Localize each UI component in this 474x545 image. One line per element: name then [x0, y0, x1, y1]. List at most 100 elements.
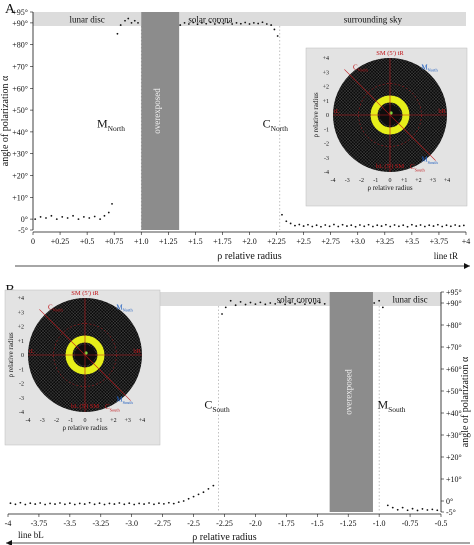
- annotation-m-south-sub: South: [388, 405, 406, 414]
- data-point: [39, 216, 42, 218]
- x-tick-label: -3.25: [92, 519, 109, 528]
- hatch-line: [404, 58, 447, 172]
- inset-top-label: SM (5') tR: [71, 290, 99, 297]
- direction-label: line bL: [18, 530, 44, 540]
- data-point: [226, 21, 229, 24]
- data-point: [50, 214, 53, 217]
- y-tick-label: +90°: [446, 299, 462, 308]
- data-point: [259, 301, 262, 304]
- inset-y-tick: -1: [19, 367, 24, 373]
- hatch-line: [28, 298, 77, 412]
- arrow-head: [464, 263, 470, 269]
- direction-label: line tR: [434, 251, 458, 261]
- data-point: [401, 506, 404, 509]
- data-point: [299, 301, 301, 304]
- x-axis-title: ρ relative radius: [217, 251, 282, 262]
- data-point: [172, 502, 175, 505]
- data-point: [103, 503, 106, 506]
- data-point: [44, 503, 47, 506]
- data-point: [289, 302, 291, 304]
- inset-right-label: bR: [133, 348, 141, 355]
- data-point: [406, 509, 409, 512]
- data-point: [419, 224, 422, 226]
- inset-y-tick: +4: [323, 56, 329, 62]
- data-point: [328, 225, 331, 228]
- data-point: [462, 224, 465, 227]
- hatch-line: [28, 298, 83, 412]
- data-point: [78, 502, 81, 505]
- data-point: [441, 225, 444, 228]
- x-axis-title: ρ relative radius: [192, 532, 257, 543]
- inset-south: -4 -3 -2 -1 0 +1 +2 +3 +4 -4 -3 -2 -1 0 +1 +2 +3 +4 ρ rela…: [4, 289, 161, 446]
- inset-label-c-north: CNorth: [48, 303, 64, 312]
- hatch-line: [105, 298, 142, 412]
- data-point: [239, 301, 242, 303]
- data-point: [93, 503, 96, 506]
- panel-label: A: [5, 2, 16, 17]
- inset-y-tick: -2: [19, 382, 24, 388]
- inset-label-c-south-sub: South: [415, 167, 426, 172]
- inset-label-c-north-sub: North: [53, 308, 64, 313]
- data-point: [153, 503, 155, 506]
- data-point: [24, 503, 27, 506]
- hatch-line: [410, 58, 447, 172]
- data-point: [372, 225, 374, 228]
- data-point: [107, 211, 110, 214]
- data-point: [72, 214, 74, 217]
- data-point: [346, 225, 348, 227]
- data-point: [14, 503, 17, 506]
- data-point: [337, 225, 340, 228]
- y-tick-label: +20°: [446, 453, 462, 462]
- data-point: [264, 303, 267, 306]
- data-point: [239, 22, 242, 25]
- y-tick-label: +80°: [446, 321, 462, 330]
- data-point: [98, 502, 101, 505]
- inset-bottom-label: bL (5') SM: [71, 403, 100, 410]
- data-point: [302, 225, 305, 227]
- data-point: [298, 223, 301, 226]
- data-point: [66, 217, 69, 219]
- data-point: [88, 217, 91, 219]
- data-point: [367, 223, 370, 226]
- data-point: [416, 509, 419, 512]
- data-point: [143, 503, 145, 505]
- hatch-line: [333, 58, 382, 172]
- overexposed-band: [329, 292, 373, 512]
- inset-label-m-north-main: M: [116, 303, 123, 311]
- x-tick-label: +2.25: [267, 237, 286, 246]
- data-point: [454, 224, 457, 226]
- inset-y-tick: 0: [21, 353, 24, 359]
- data-point: [179, 24, 182, 26]
- hatch-line: [407, 58, 447, 172]
- hatch-line: [102, 298, 142, 412]
- y-tick-label: +30°: [446, 431, 462, 440]
- annotation-m-south: MSouth: [378, 398, 406, 415]
- inset-x-tick: -3: [345, 178, 350, 184]
- region-label: surrounding sky: [344, 15, 403, 25]
- data-point: [274, 302, 277, 305]
- inset-north: -4 -3 -2 -1 0 +1 +2 +3 +4 -4 -3 -2 -1 0 +1 +2 +3 +4 ρ rela…: [305, 47, 468, 207]
- inset-label-c-south-sub: South: [110, 407, 121, 412]
- x-tick-label: -1.5: [311, 519, 324, 528]
- inset-x-title: ρ relative radius: [367, 184, 412, 192]
- x-tick-label: -1.75: [278, 519, 295, 528]
- data-point: [311, 225, 314, 228]
- x-tick-label: -3.0: [125, 519, 138, 528]
- data-point: [61, 216, 64, 218]
- data-point: [88, 501, 91, 504]
- inset-left-label: tL: [29, 348, 35, 355]
- hatch-line: [28, 298, 73, 412]
- inset-y-tick: +1: [18, 339, 24, 345]
- inset-label-c-north: CNorth: [353, 63, 369, 72]
- x-tick-label: +1.25: [159, 237, 178, 246]
- x-tick-label: +0.75: [105, 237, 124, 246]
- hatch-line: [333, 58, 369, 172]
- y-tick-label: +10°: [446, 475, 462, 484]
- data-point: [323, 302, 326, 305]
- hatch-line: [89, 298, 142, 412]
- inset-label-c-north-main: C: [353, 63, 358, 71]
- inset-right-label: bR: [438, 108, 446, 115]
- data-point: [252, 22, 255, 24]
- inset-y-tick: +2: [18, 325, 24, 331]
